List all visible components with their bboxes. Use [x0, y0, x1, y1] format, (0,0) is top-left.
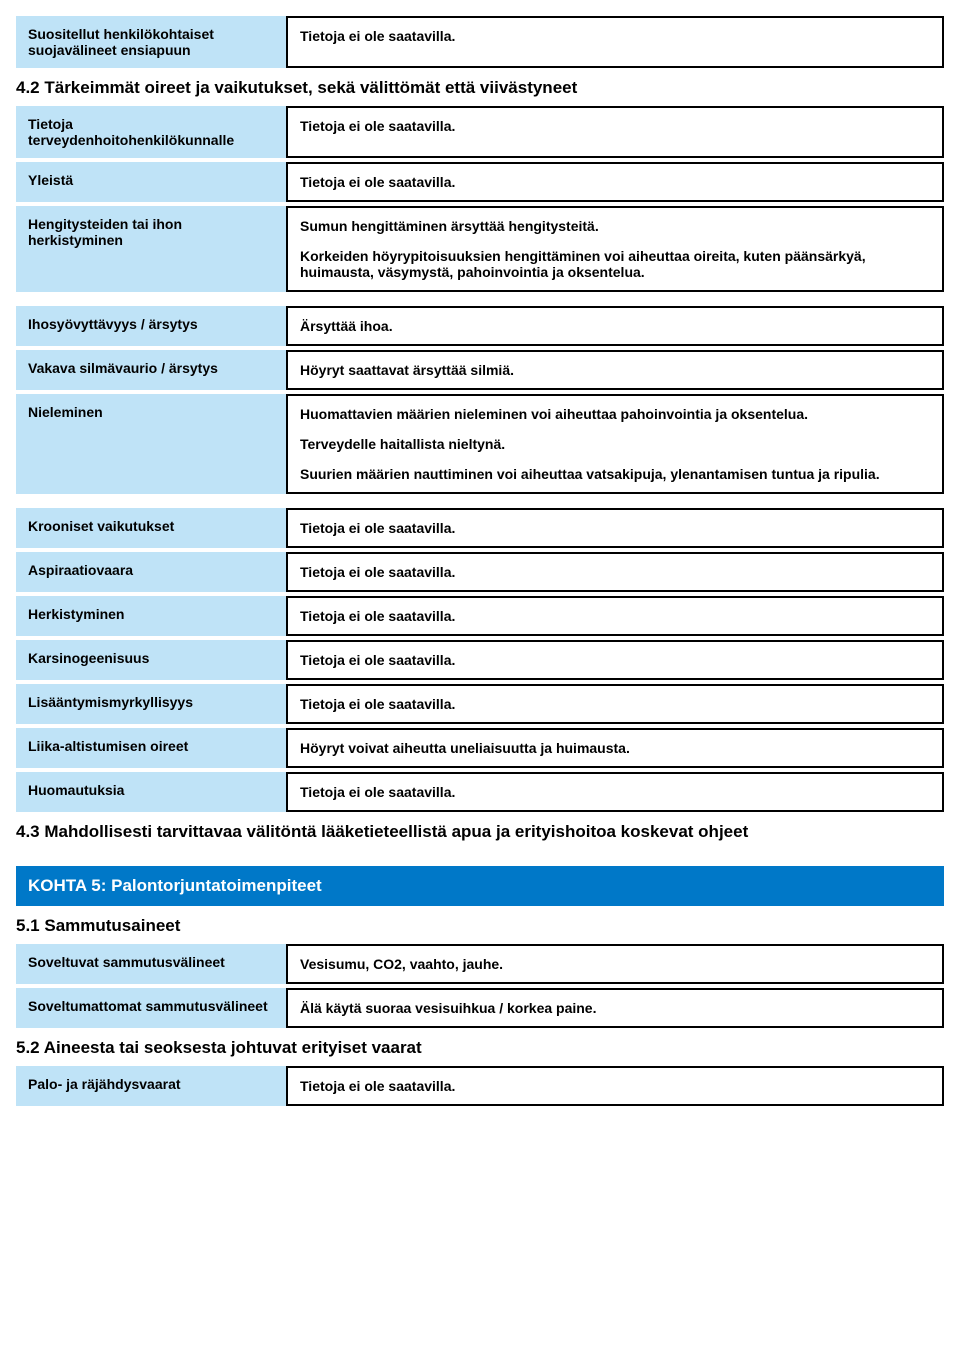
- row-huomautuksia: Huomautuksia Tietoja ei ole saatavilla.: [16, 772, 944, 812]
- value-soveltumattomat-sammutus: Älä käytä suoraa vesisuihkua / korkea pa…: [286, 988, 944, 1028]
- value-herkistyminen: Tietoja ei ole saatavilla.: [286, 596, 944, 636]
- row-soveltumattomat-sammutus: Soveltumattomat sammutusvälineet Älä käy…: [16, 988, 944, 1028]
- value-lisaannytymismyrkyllisyys: Tietoja ei ole saatavilla.: [286, 684, 944, 724]
- section-5-banner: KOHTA 5: Palontorjuntatoimenpiteet: [16, 866, 944, 906]
- label-herkistyminen: Herkistyminen: [16, 596, 286, 636]
- row-liika-altistuminen: Liika-altistumisen oireet Höyryt voivat …: [16, 728, 944, 768]
- heading-5-2: 5.2 Aineesta tai seoksesta johtuvat erit…: [16, 1038, 944, 1058]
- label-nieleminen: Nieleminen: [16, 394, 286, 494]
- label-aspiraatiovaara: Aspiraatiovaara: [16, 552, 286, 592]
- value-krooniset: Tietoja ei ole saatavilla.: [286, 508, 944, 548]
- row-hengitysteiden-herkistyminen: Hengitysteiden tai ihon herkistyminen Su…: [16, 206, 944, 292]
- value-ihosyovyttavyys: Ärsyttää ihoa.: [286, 306, 944, 346]
- label-ihosyovyttavyys: Ihosyövyttävyys / ärsytys: [16, 306, 286, 346]
- heading-4-2: 4.2 Tärkeimmät oireet ja vaikutukset, se…: [16, 78, 944, 98]
- row-tietoja-terveydenhoito: Tietoja terveydenhoitohenkilökunnalle Ti…: [16, 106, 944, 158]
- row-suositellut-suojavalineet: Suositellut henkilökohtaiset suojaväline…: [16, 16, 944, 68]
- value-nieleminen-p1: Huomattavien määrien nieleminen voi aihe…: [300, 406, 930, 422]
- row-palo-rajahdys: Palo- ja räjähdysvaarat Tietoja ei ole s…: [16, 1066, 944, 1106]
- label-soveltumattomat-sammutus: Soveltumattomat sammutusvälineet: [16, 988, 286, 1028]
- label-karsinogeenisuus: Karsinogeenisuus: [16, 640, 286, 680]
- value-nieleminen-p3: Suurien määrien nauttiminen voi aiheutta…: [300, 466, 930, 482]
- label-lisaannytymismyrkyllisyys: Lisääntymismyrkyllisyys: [16, 684, 286, 724]
- value-hengitysteiden-p1: Sumun hengittäminen ärsyttää hengitystei…: [300, 218, 930, 234]
- row-soveltuvat-sammutus: Soveltuvat sammutusvälineet Vesisumu, CO…: [16, 944, 944, 984]
- label-silma: Vakava silmävaurio / ärsytys: [16, 350, 286, 390]
- label-yleista: Yleistä: [16, 162, 286, 202]
- value-nieleminen-p2: Terveydelle haitallista nieltynä.: [300, 436, 930, 452]
- label-liika-altistuminen: Liika-altistumisen oireet: [16, 728, 286, 768]
- row-aspiraatiovaara: Aspiraatiovaara Tietoja ei ole saatavill…: [16, 552, 944, 592]
- value-karsinogeenisuus: Tietoja ei ole saatavilla.: [286, 640, 944, 680]
- label-huomautuksia: Huomautuksia: [16, 772, 286, 812]
- row-herkistyminen: Herkistyminen Tietoja ei ole saatavilla.: [16, 596, 944, 636]
- value-silma: Höyryt saattavat ärsyttää silmiä.: [286, 350, 944, 390]
- value-tietoja-terveydenhoito: Tietoja ei ole saatavilla.: [286, 106, 944, 158]
- value-aspiraatiovaara: Tietoja ei ole saatavilla.: [286, 552, 944, 592]
- row-silma: Vakava silmävaurio / ärsytys Höyryt saat…: [16, 350, 944, 390]
- value-hengitysteiden-p2: Korkeiden höyrypitoisuuksien hengittämin…: [300, 248, 930, 280]
- value-huomautuksia: Tietoja ei ole saatavilla.: [286, 772, 944, 812]
- label-tietoja-terveydenhoito: Tietoja terveydenhoitohenkilökunnalle: [16, 106, 286, 158]
- label-palo-rajahdys: Palo- ja räjähdysvaarat: [16, 1066, 286, 1106]
- value-suositellut-suojavalineet: Tietoja ei ole saatavilla.: [286, 16, 944, 68]
- value-soveltuvat-sammutus: Vesisumu, CO2, vaahto, jauhe.: [286, 944, 944, 984]
- value-palo-rajahdys: Tietoja ei ole saatavilla.: [286, 1066, 944, 1106]
- value-liika-altistuminen: Höyryt voivat aiheutta uneliaisuutta ja …: [286, 728, 944, 768]
- heading-4-3: 4.3 Mahdollisesti tarvittavaa välitöntä …: [16, 822, 944, 842]
- row-krooniset: Krooniset vaikutukset Tietoja ei ole saa…: [16, 508, 944, 548]
- row-ihosyovyttavyys: Ihosyövyttävyys / ärsytys Ärsyttää ihoa.: [16, 306, 944, 346]
- value-nieleminen: Huomattavien määrien nieleminen voi aihe…: [286, 394, 944, 494]
- label-suositellut-suojavalineet: Suositellut henkilökohtaiset suojaväline…: [16, 16, 286, 68]
- label-krooniset: Krooniset vaikutukset: [16, 508, 286, 548]
- row-yleista: Yleistä Tietoja ei ole saatavilla.: [16, 162, 944, 202]
- label-soveltuvat-sammutus: Soveltuvat sammutusvälineet: [16, 944, 286, 984]
- row-nieleminen: Nieleminen Huomattavien määrien nielemin…: [16, 394, 944, 494]
- value-yleista: Tietoja ei ole saatavilla.: [286, 162, 944, 202]
- row-lisaannytymismyrkyllisyys: Lisääntymismyrkyllisyys Tietoja ei ole s…: [16, 684, 944, 724]
- value-hengitysteiden-herkistyminen: Sumun hengittäminen ärsyttää hengitystei…: [286, 206, 944, 292]
- row-karsinogeenisuus: Karsinogeenisuus Tietoja ei ole saatavil…: [16, 640, 944, 680]
- heading-5-1: 5.1 Sammutusaineet: [16, 916, 944, 936]
- label-hengitysteiden-herkistyminen: Hengitysteiden tai ihon herkistyminen: [16, 206, 286, 292]
